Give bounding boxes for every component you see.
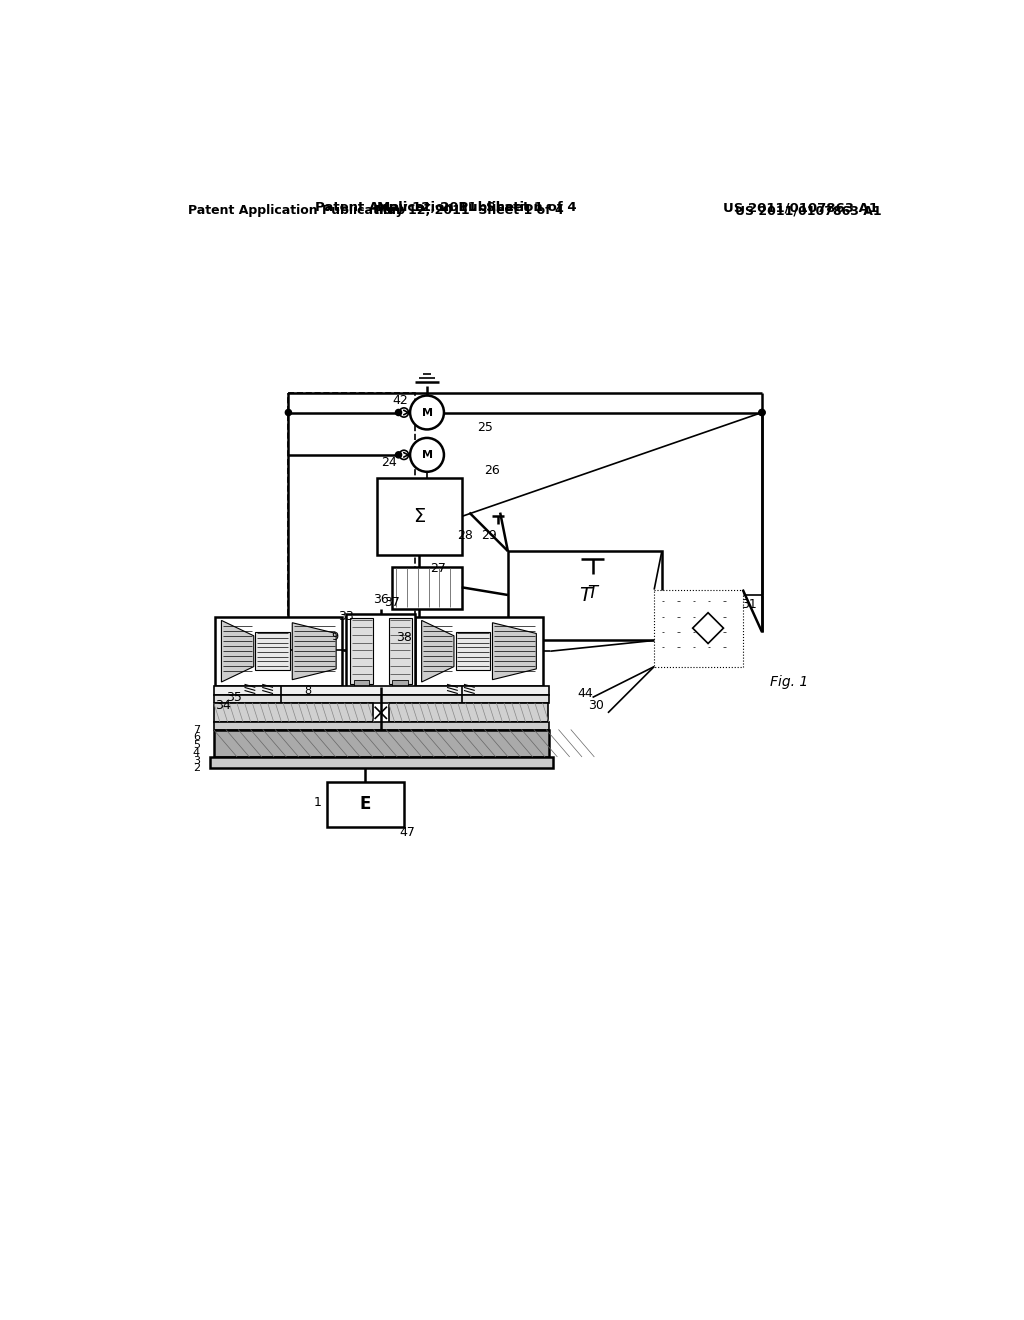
Circle shape: [759, 409, 765, 416]
Bar: [392, 680, 408, 686]
Text: 37: 37: [384, 597, 400, 610]
Text: 29: 29: [480, 529, 497, 543]
Bar: [214, 702, 373, 722]
Bar: [255, 632, 290, 671]
Text: Patent Application Publication: Patent Application Publication: [188, 205, 400, 218]
Text: 31: 31: [741, 598, 757, 611]
Bar: [350, 618, 373, 684]
Bar: [346, 614, 416, 688]
Text: 44: 44: [577, 686, 593, 700]
Text: 5: 5: [193, 741, 200, 750]
Text: 35: 35: [226, 690, 243, 704]
Polygon shape: [692, 612, 724, 644]
Text: May 12, 2011  Sheet 1 of 4: May 12, 2011 Sheet 1 of 4: [375, 205, 564, 218]
Bar: [392, 566, 462, 609]
Polygon shape: [292, 623, 336, 680]
Bar: [289, 393, 416, 651]
Text: 42: 42: [392, 395, 408, 408]
Text: May 12, 2011  Sheet 1 of 4: May 12, 2011 Sheet 1 of 4: [377, 201, 577, 214]
Bar: [327, 781, 403, 826]
Circle shape: [395, 451, 401, 458]
Text: 27: 27: [431, 562, 446, 576]
Text: $\Sigma$: $\Sigma$: [413, 507, 426, 525]
Text: 30: 30: [589, 698, 604, 711]
Text: 4: 4: [193, 748, 200, 758]
Bar: [388, 702, 548, 722]
Bar: [214, 696, 549, 702]
Text: Fig. 1: Fig. 1: [770, 675, 808, 689]
Bar: [214, 686, 549, 696]
Text: 3: 3: [193, 755, 200, 766]
Text: 7: 7: [193, 725, 200, 735]
Bar: [215, 616, 342, 686]
Circle shape: [759, 409, 765, 416]
Text: US 2011/0107863 A1: US 2011/0107863 A1: [723, 201, 878, 214]
Text: T: T: [588, 585, 598, 602]
Text: 8: 8: [304, 686, 311, 696]
Bar: [456, 632, 490, 671]
Polygon shape: [422, 620, 454, 682]
Circle shape: [395, 409, 401, 416]
Circle shape: [399, 450, 409, 459]
Polygon shape: [221, 620, 254, 682]
Text: 9: 9: [331, 632, 338, 643]
Text: 38: 38: [396, 631, 412, 644]
Polygon shape: [493, 623, 537, 680]
Text: E: E: [359, 796, 371, 813]
Circle shape: [410, 438, 444, 471]
Text: M: M: [422, 450, 432, 459]
Bar: [508, 552, 662, 640]
Bar: [416, 616, 543, 686]
Text: M: M: [422, 408, 432, 417]
Bar: [210, 756, 553, 768]
Text: T: T: [579, 586, 591, 605]
Bar: [377, 478, 462, 554]
Bar: [214, 730, 549, 756]
Text: US 2011/0107863 A1: US 2011/0107863 A1: [735, 205, 882, 218]
Text: 34: 34: [215, 698, 230, 711]
Circle shape: [286, 409, 292, 416]
Text: 1: 1: [313, 796, 322, 809]
Text: 28: 28: [458, 529, 473, 543]
Text: 25: 25: [477, 421, 493, 434]
Circle shape: [399, 408, 409, 417]
Text: 6: 6: [193, 733, 200, 742]
Text: Patent Application Publication: Patent Application Publication: [315, 201, 543, 214]
Text: 33: 33: [338, 610, 354, 623]
Text: 24: 24: [381, 455, 396, 469]
Text: 2: 2: [193, 763, 200, 774]
Text: 47: 47: [399, 825, 416, 838]
Bar: [214, 722, 549, 730]
Bar: [354, 680, 370, 686]
Text: 26: 26: [484, 463, 501, 477]
Circle shape: [410, 396, 444, 429]
Bar: [388, 618, 412, 684]
Bar: [654, 590, 742, 667]
Text: 36: 36: [373, 593, 389, 606]
